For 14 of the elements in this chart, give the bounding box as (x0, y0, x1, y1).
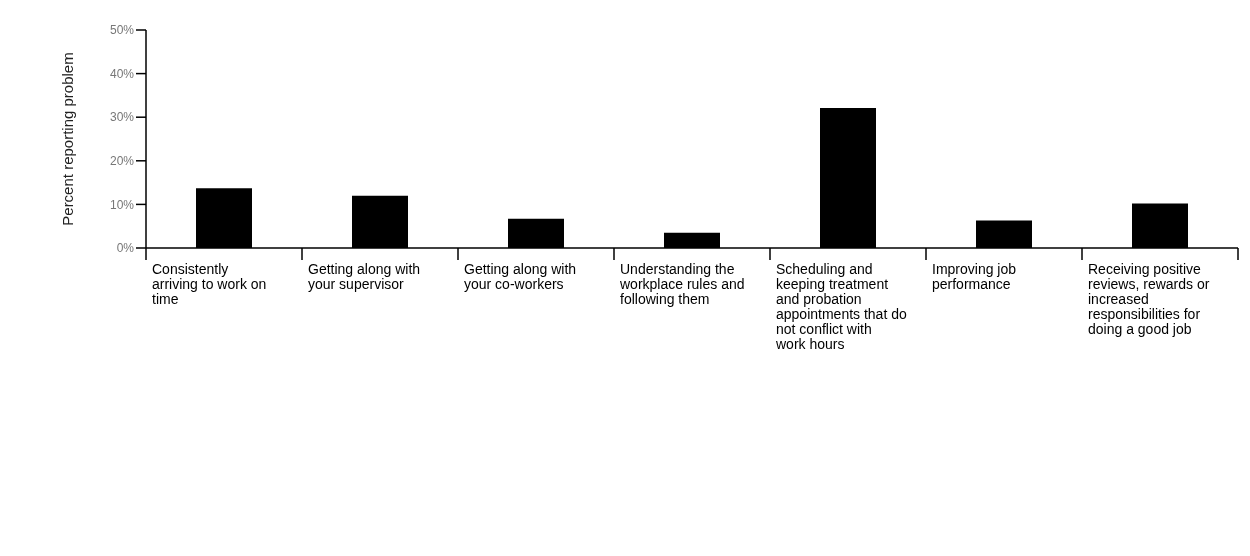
y-tick-label: 10% (109, 197, 135, 212)
x-tick-label: Receiving positive reviews, rewards or increased responsibilities for doing a good job (1088, 261, 1210, 337)
x-tick-label: Getting along with your supervisor (308, 261, 421, 292)
y-tick-label: 50% (109, 23, 135, 38)
y-tick-label: 30% (109, 110, 135, 125)
y-tick-label: 20% (109, 154, 135, 169)
x-tick-label: Understanding the workplace rules and following them (619, 261, 745, 307)
y-tick-label: 0% (116, 241, 135, 256)
y-tick-label: 40% (109, 66, 135, 81)
x-tick-label: Improving job performance (932, 261, 1017, 292)
x-tick-label: Getting along with your co-workers (464, 261, 577, 292)
x-tick-label: Consistently arriving to work on time (152, 261, 267, 307)
x-tick-label: Scheduling and keeping treatment and probation appointments that do not conflict with work hours (775, 261, 907, 352)
y-axis-title: Percent reporting problem (59, 52, 77, 226)
